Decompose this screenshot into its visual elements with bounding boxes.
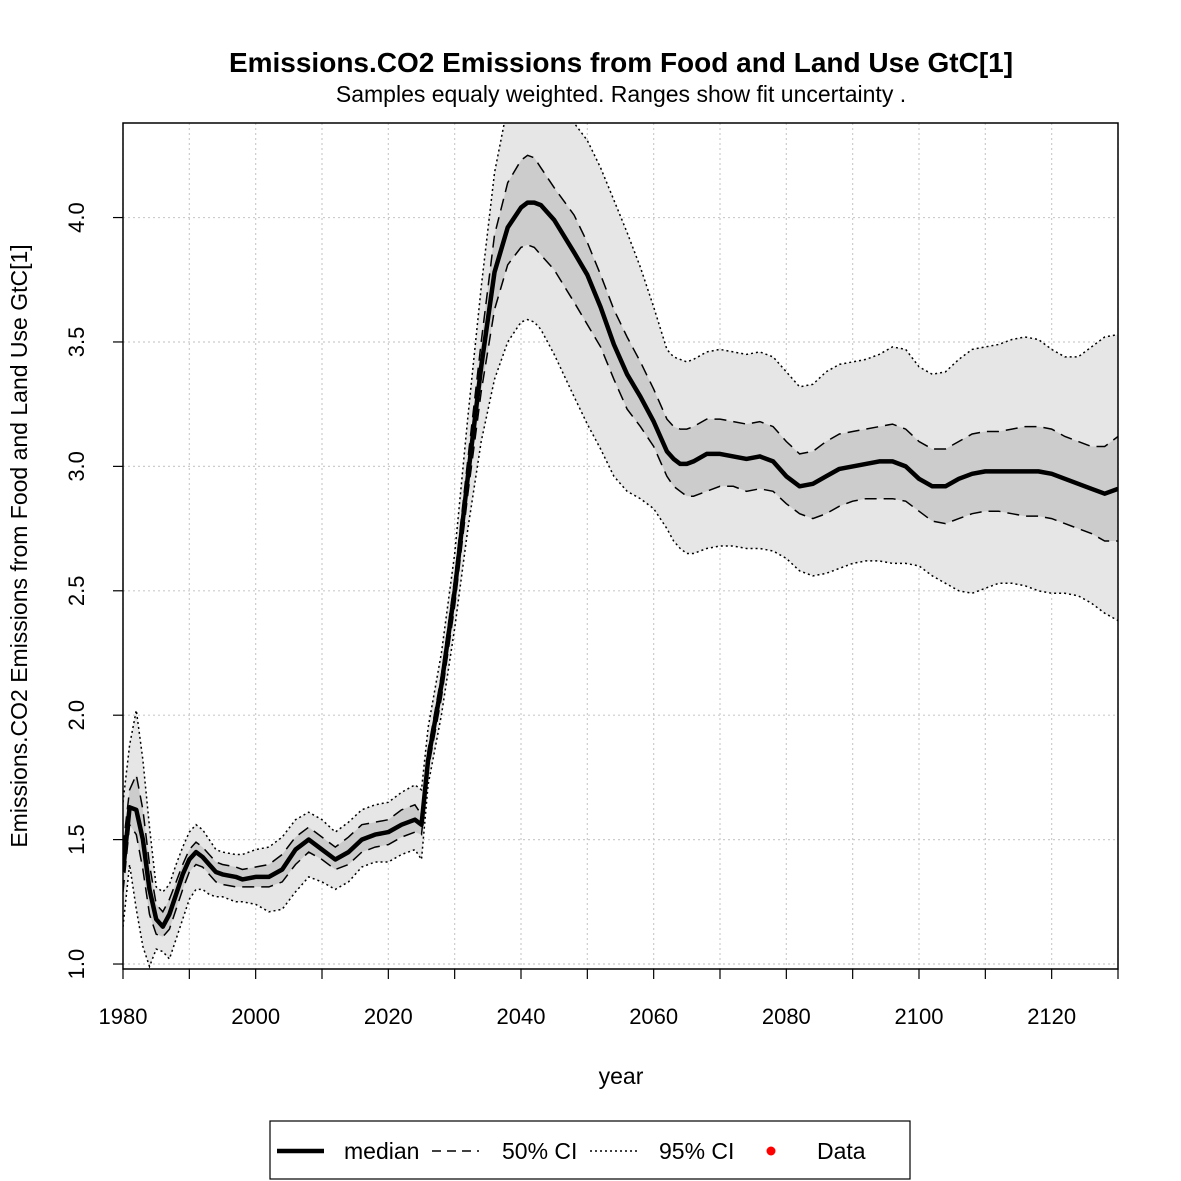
legend-swatch-data — [766, 1146, 776, 1156]
band-95ci — [123, 123, 1118, 967]
uncertainty-bands — [123, 123, 1118, 967]
legend-label-data: Data — [817, 1138, 866, 1164]
y-tick-label: 2.0 — [64, 700, 89, 731]
y-tick-label: 4.0 — [64, 202, 89, 233]
x-axis: 1980 2000 2020 2040 2060 2080 2100 2120 — [99, 969, 1119, 1029]
legend-box — [269, 1120, 911, 1180]
line-95ci-upper — [123, 123, 1118, 893]
x-tick-label: 2020 — [364, 1004, 413, 1029]
y-tick-label: 1.5 — [64, 824, 89, 855]
y-tick-label: 2.5 — [64, 575, 89, 606]
chart-title: Emissions.CO2 Emissions from Food and La… — [229, 47, 1013, 78]
legend-label-50ci: 50% CI — [502, 1138, 577, 1164]
y-axis: 1.0 1.5 2.0 2.5 3.0 3.5 4.0 — [64, 202, 123, 979]
x-tick-label: 2040 — [497, 1004, 546, 1029]
x-tick-label: 2080 — [762, 1004, 811, 1029]
line-median — [123, 200, 1118, 929]
legend-label-95ci: 95% CI — [659, 1138, 734, 1164]
legend: median 50% CI 95% CI Data — [269, 1120, 911, 1180]
y-tick-label: 3.5 — [64, 327, 89, 358]
y-axis-label: Emissions.CO2 Emissions from Food and La… — [6, 244, 32, 847]
y-tick-label: 3.0 — [64, 451, 89, 482]
x-tick-label: 2100 — [895, 1004, 944, 1029]
x-tick-label: 2000 — [231, 1004, 280, 1029]
plot-area-border — [122, 122, 1119, 970]
x-tick-label: 2120 — [1027, 1004, 1076, 1029]
x-tick-label: 1980 — [99, 1004, 148, 1029]
legend-label-median: median — [344, 1138, 419, 1164]
series-lines — [123, 123, 1118, 969]
line-50ci-upper — [123, 154, 1118, 914]
y-tick-label: 1.0 — [64, 949, 89, 980]
line-50ci-lower — [123, 244, 1118, 938]
x-axis-label: year — [599, 1063, 644, 1089]
chart-subtitle: Samples equaly weighted. Ranges show fit… — [336, 81, 906, 107]
x-tick-label: 2060 — [629, 1004, 678, 1029]
